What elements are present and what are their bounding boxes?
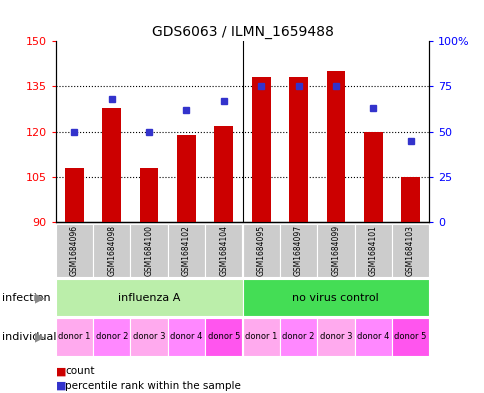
Bar bbox=[279, 224, 317, 277]
Text: GSM1684100: GSM1684100 bbox=[144, 225, 153, 276]
Text: donor 2: donor 2 bbox=[95, 332, 128, 342]
Bar bbox=[56, 279, 242, 316]
Bar bbox=[400, 177, 419, 222]
Bar bbox=[167, 224, 205, 277]
Text: ■: ■ bbox=[56, 381, 66, 391]
Bar bbox=[167, 318, 205, 356]
Text: donor 1: donor 1 bbox=[244, 332, 277, 342]
Text: donor 3: donor 3 bbox=[319, 332, 351, 342]
Bar bbox=[130, 318, 167, 356]
Text: no virus control: no virus control bbox=[292, 293, 378, 303]
Text: influenza A: influenza A bbox=[118, 293, 180, 303]
Bar bbox=[214, 126, 233, 222]
Text: donor 2: donor 2 bbox=[282, 332, 314, 342]
Text: GSM1684095: GSM1684095 bbox=[256, 225, 265, 276]
Bar bbox=[279, 318, 317, 356]
Bar bbox=[56, 318, 93, 356]
Text: GSM1684097: GSM1684097 bbox=[293, 225, 302, 276]
Text: donor 4: donor 4 bbox=[356, 332, 389, 342]
Text: GSM1684104: GSM1684104 bbox=[219, 225, 228, 276]
Bar bbox=[205, 224, 242, 277]
Text: ▶: ▶ bbox=[35, 291, 45, 304]
Text: GSM1684099: GSM1684099 bbox=[331, 225, 340, 276]
Bar bbox=[65, 168, 84, 222]
Bar bbox=[177, 135, 196, 222]
Text: ▶: ▶ bbox=[35, 331, 45, 343]
Bar bbox=[93, 318, 130, 356]
Bar bbox=[130, 224, 167, 277]
Text: GSM1684098: GSM1684098 bbox=[107, 225, 116, 276]
Text: percentile rank within the sample: percentile rank within the sample bbox=[65, 381, 241, 391]
Bar bbox=[354, 318, 391, 356]
Text: GSM1684102: GSM1684102 bbox=[182, 225, 191, 276]
Text: GSM1684103: GSM1684103 bbox=[405, 225, 414, 276]
Text: donor 3: donor 3 bbox=[133, 332, 165, 342]
Text: GSM1684101: GSM1684101 bbox=[368, 225, 377, 276]
Text: infection: infection bbox=[2, 293, 51, 303]
Bar bbox=[317, 224, 354, 277]
Bar bbox=[326, 72, 345, 222]
Bar bbox=[93, 224, 130, 277]
Bar bbox=[317, 318, 354, 356]
Bar bbox=[56, 224, 93, 277]
Text: GSM1684096: GSM1684096 bbox=[70, 225, 79, 276]
Text: donor 5: donor 5 bbox=[393, 332, 426, 342]
Bar bbox=[242, 318, 279, 356]
Bar bbox=[139, 168, 158, 222]
Bar bbox=[391, 318, 428, 356]
Bar bbox=[354, 224, 391, 277]
Text: donor 4: donor 4 bbox=[170, 332, 202, 342]
Bar bbox=[102, 108, 121, 222]
Bar bbox=[391, 224, 428, 277]
Text: ■: ■ bbox=[56, 366, 66, 376]
Title: GDS6063 / ILMN_1659488: GDS6063 / ILMN_1659488 bbox=[151, 25, 333, 39]
Bar bbox=[242, 224, 279, 277]
Text: donor 5: donor 5 bbox=[207, 332, 240, 342]
Bar bbox=[363, 132, 382, 222]
Bar bbox=[205, 318, 242, 356]
Text: count: count bbox=[65, 366, 95, 376]
Bar bbox=[242, 279, 428, 316]
Bar bbox=[288, 77, 307, 222]
Bar bbox=[251, 77, 270, 222]
Text: individual: individual bbox=[2, 332, 57, 342]
Text: donor 1: donor 1 bbox=[58, 332, 91, 342]
